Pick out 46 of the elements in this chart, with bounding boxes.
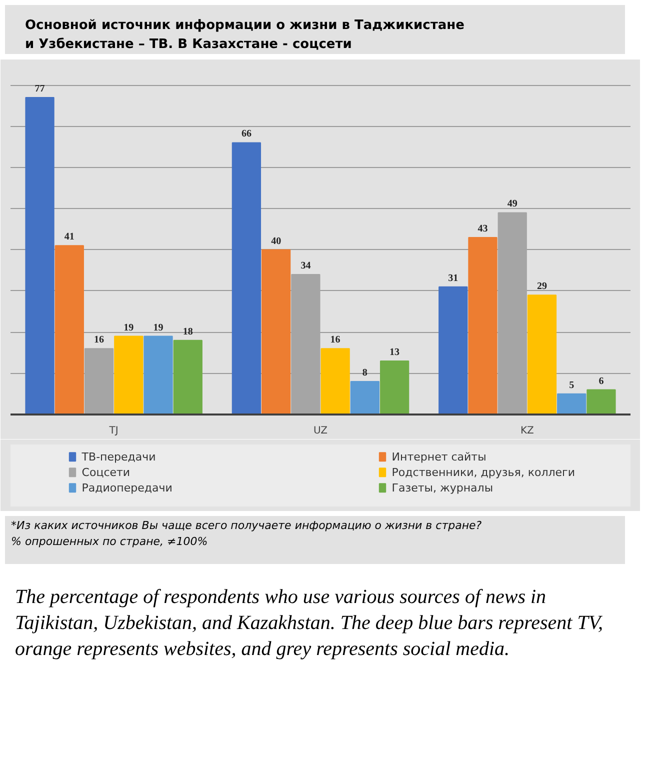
data-label: 13: [390, 347, 400, 358]
legend-label: Радиопередачи: [82, 482, 172, 495]
bar: [114, 336, 144, 415]
data-label: 8: [362, 368, 368, 379]
x-tick-label: KZ: [520, 426, 534, 437]
data-label: 49: [507, 198, 518, 210]
bar: [25, 97, 54, 415]
data-label: 40: [271, 236, 282, 247]
legend-label: Интернет сайты: [392, 450, 486, 464]
bar: [380, 360, 410, 415]
bar: [320, 348, 350, 415]
data-label: 41: [64, 232, 74, 243]
bar: [144, 336, 173, 415]
data-label: 43: [478, 224, 488, 235]
bar: [438, 286, 468, 415]
legend-label: Газеты, журналы: [392, 482, 494, 495]
bar: [468, 237, 498, 415]
bar: [557, 394, 586, 415]
data-label: 77: [34, 84, 45, 95]
text: The percentage of respondents who use various sources of news in Tajikistan, Uzbekistan, and Kazakhstan. The deep blue bars represent TV, orange represents websites, and grey represents social media.: [15, 584, 604, 662]
data-label: 19: [153, 322, 164, 334]
bar: [586, 389, 616, 415]
data-label: 34: [300, 260, 311, 272]
x-tick-label: TJ: [108, 426, 118, 437]
bar: [232, 142, 262, 415]
text: *Из каких источников Вы чаще всего получаете информацию о жизни в стране?: [11, 519, 482, 532]
data-label: 29: [536, 281, 547, 292]
text: % опрошенных по стране, ≠100%: [11, 534, 208, 548]
bar: [350, 381, 380, 415]
bar: [527, 294, 557, 415]
data-label: 18: [182, 326, 193, 338]
data-label: 16: [94, 334, 104, 346]
x-tick-label: UZ: [314, 426, 328, 437]
data-label: 31: [448, 272, 458, 284]
data-label: 5: [569, 380, 574, 392]
legend-label: Родственники, друзья, коллеги: [392, 466, 575, 480]
legend-label: Соцсети: [82, 466, 130, 480]
data-label: 16: [330, 334, 340, 346]
bar: [261, 249, 291, 415]
bar: [173, 340, 202, 415]
chart-title: Основной источник информации о жизни в Таджикистане и Узбекистане – ТВ. В Казахстане - соцсети: [25, 17, 464, 54]
data-label: 66: [241, 128, 252, 140]
legend-label: ТВ-передачи: [80, 450, 156, 464]
bar: [54, 245, 84, 415]
data-label: 19: [124, 322, 134, 334]
data-label: 6: [598, 376, 604, 387]
